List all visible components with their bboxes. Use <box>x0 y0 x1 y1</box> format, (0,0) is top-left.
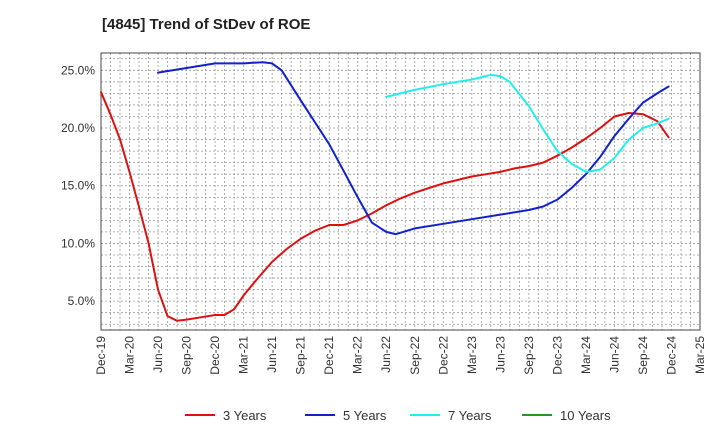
y-tick-label: 25.0% <box>61 63 95 77</box>
y-tick-label: 10.0% <box>61 236 95 250</box>
x-tick-label: Sep-22 <box>408 336 422 375</box>
x-tick-label: Dec-22 <box>436 336 450 375</box>
x-tick-label: Jun-22 <box>379 336 393 373</box>
x-tick-label: Jun-20 <box>151 336 165 373</box>
plot-area <box>101 53 700 330</box>
x-tick-label: Dec-21 <box>322 336 336 375</box>
y-tick-label: 15.0% <box>61 179 95 193</box>
series-layer <box>100 61 670 322</box>
x-tick-label: Mar-25 <box>693 336 707 374</box>
x-tick-label: Dec-24 <box>664 336 678 375</box>
x-tick-label: Mar-22 <box>351 336 365 374</box>
series-line <box>385 73 670 173</box>
x-tick-label: Sep-24 <box>636 336 650 375</box>
legend-label: 5 Years <box>343 408 387 423</box>
legend-label: 3 Years <box>223 408 267 423</box>
series-line <box>157 61 670 236</box>
x-tick-label: Mar-24 <box>579 336 593 374</box>
x-tick-label: Jun-23 <box>493 336 507 373</box>
legend-label: 7 Years <box>448 408 492 423</box>
plot-border <box>100 52 701 331</box>
grid-layer <box>100 53 701 330</box>
x-tick-label: Jun-24 <box>607 336 621 373</box>
y-tick-label: 20.0% <box>61 121 95 135</box>
x-tick-label: Jun-21 <box>265 336 279 373</box>
legend-layer: 3 Years 5 Years 7 Years 10 Years <box>185 408 611 423</box>
y-tick-label: 5.0% <box>68 294 96 308</box>
x-tick-label: Dec-23 <box>550 336 564 375</box>
x-tick-label: Dec-20 <box>208 336 222 375</box>
x-tick-label: Mar-23 <box>465 336 479 374</box>
series-line <box>100 91 670 322</box>
axis-layer: 5.0% 10.0% 15.0% 20.0% 25.0% Dec-19 Mar-20 Jun-… <box>61 52 707 375</box>
x-tick-label: Mar-21 <box>237 336 251 374</box>
x-tick-label: Sep-21 <box>294 336 308 375</box>
x-tick-label: Dec-19 <box>94 336 108 375</box>
legend-label: 10 Years <box>560 408 611 423</box>
x-tick-label: Sep-23 <box>522 336 536 375</box>
x-tick-label: Sep-20 <box>180 336 194 375</box>
chart-title: [4845] Trend of StDev of ROE <box>102 16 311 33</box>
x-tick-label: Mar-20 <box>123 336 137 374</box>
